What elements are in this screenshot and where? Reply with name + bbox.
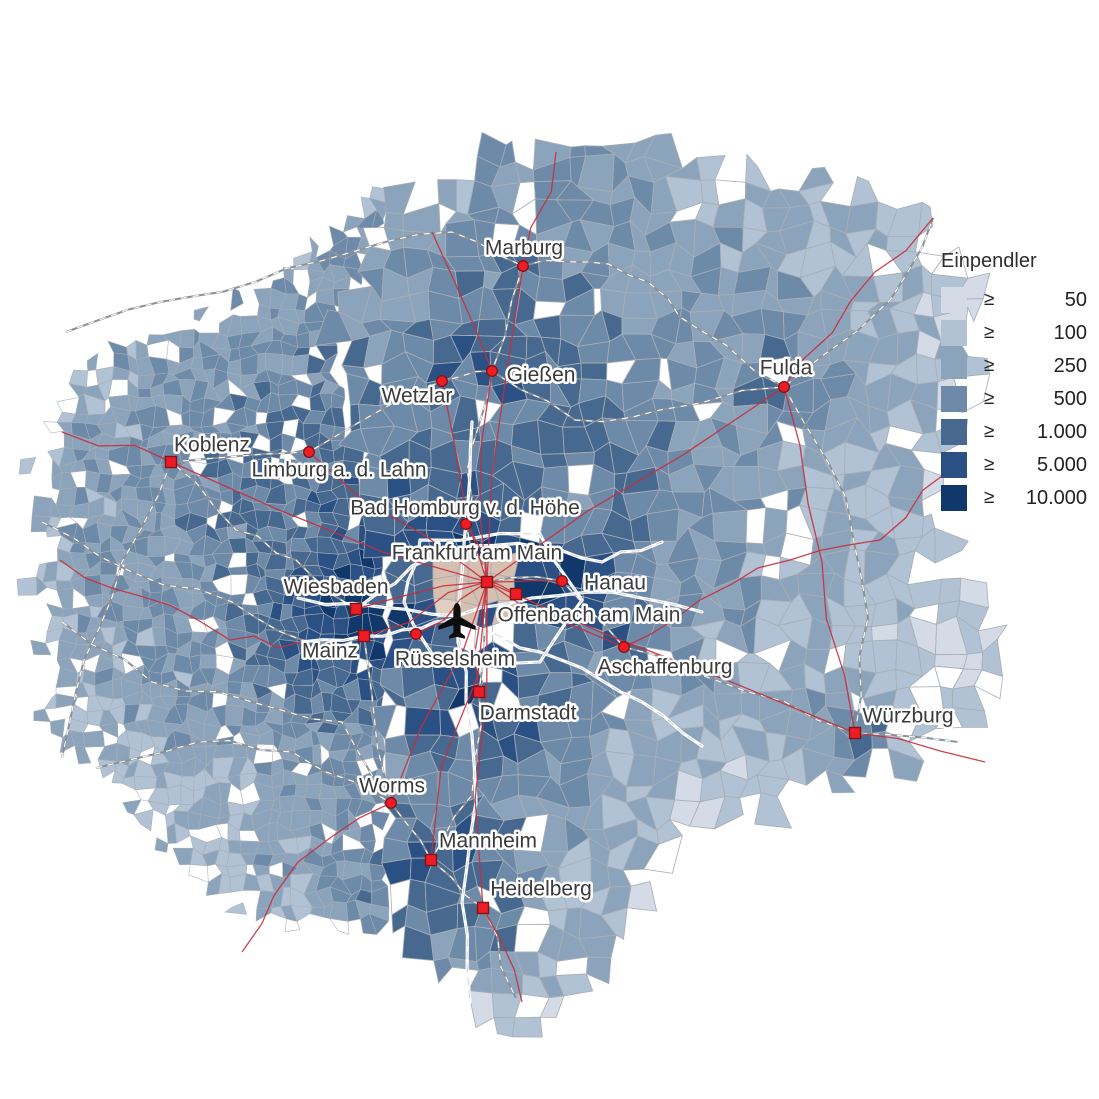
legend-value: 50 [1064,288,1087,311]
city-label-mainz: Mainz [302,640,358,663]
airplane-icon [438,603,476,639]
legend-value: 500 [1053,387,1087,410]
legend-operator: ≥ [984,388,995,409]
city-marker-aschaffenburg [618,641,630,653]
city-marker-hanau [556,575,568,587]
city-label-wiesbaden: Wiesbaden [283,576,388,599]
city-marker-ruesselsheim [410,628,422,640]
city-markers [164,260,862,915]
legend-value: 1.000 [1036,420,1087,443]
city-marker-wuerzburg [848,726,862,740]
legend-swatch [941,485,967,511]
city-marker-frankfurt [480,575,494,589]
city-label-wuerzburg: Würzburg [862,705,953,728]
legend-rows: ≥50 ≥100 ≥250 ≥500 ≥1.000 ≥5.000 ≥10.000 [941,287,1087,511]
city-marker-limburg [303,446,315,458]
legend-swatch [941,287,967,313]
city-label-koblenz: Koblenz [174,434,250,457]
legend-value: 5.000 [1036,453,1087,476]
legend-operator: ≥ [984,421,995,442]
city-marker-koblenz [164,455,178,469]
city-label-bad-homburg: Bad Homburg v. d. Höhe [350,497,580,520]
city-label-wetzlar: Wetzlar [382,385,453,408]
city-label-worms: Worms [359,775,425,798]
city-marker-mannheim [424,853,438,867]
city-label-darmstadt: Darmstadt [480,702,577,725]
legend-item: ≥50 [941,287,1087,313]
city-label-aschaffenburg: Aschaffenburg [597,656,732,679]
legend-swatch [941,320,967,346]
city-label-giessen: Gießen [507,364,576,387]
legend-operator: ≥ [984,487,995,508]
city-marker-marburg [517,260,529,272]
city-label-ruesselsheim: Rüsselsheim [395,648,515,671]
legend-operator: ≥ [984,322,995,343]
city-label-heidelberg: Heidelberg [490,878,592,901]
city-marker-wiesbaden [349,602,363,616]
legend: Einpendler ≥50 ≥100 ≥250 ≥500 ≥1.000 ≥5.000 ≥1… [941,250,1087,518]
city-label-marburg: Marburg [485,237,563,260]
legend-item: ≥250 [941,353,1087,379]
legend-operator: ≥ [984,355,995,376]
legend-operator: ≥ [984,454,995,475]
city-labels: Marburg Wetzlar Gießen Fulda KoblenzLimburg … [172,234,956,903]
legend-title: Einpendler [941,250,1037,272]
legend-item: ≥10.000 [941,485,1087,511]
legend-value: 250 [1053,354,1087,377]
city-label-frankfurt: Frankfurt am Main [392,542,562,565]
city-label-fulda: Fulda [760,357,813,380]
legend-item: ≥5.000 [941,452,1087,478]
city-marker-bad-homburg [460,518,472,530]
city-marker-worms [385,797,397,809]
city-marker-wetzlar [436,375,448,387]
legend-swatch [941,353,967,379]
city-label-hanau: Hanau [584,572,646,595]
legend-operator: ≥ [984,289,995,310]
city-marker-mainz [357,629,371,643]
city-marker-heidelberg [476,901,490,915]
city-marker-fulda [778,381,790,393]
legend-swatch [941,419,967,445]
city-marker-offenbach [509,587,523,601]
city-label-limburg: Limburg a. d. Lahn [251,459,426,482]
legend-value: 100 [1053,321,1087,344]
legend-value: 10.000 [1025,486,1087,509]
legend-swatch [941,386,967,412]
city-marker-darmstadt [472,685,486,699]
legend-swatch [941,452,967,478]
legend-item: ≥500 [941,386,1087,412]
legend-item: ≥100 [941,320,1087,346]
transport-lines [41,151,986,1004]
legend-item: ≥1.000 [941,419,1087,445]
city-marker-giessen [486,365,498,377]
city-label-offenbach: Offenbach am Main [498,604,681,627]
city-label-mannheim: Mannheim [439,830,537,853]
